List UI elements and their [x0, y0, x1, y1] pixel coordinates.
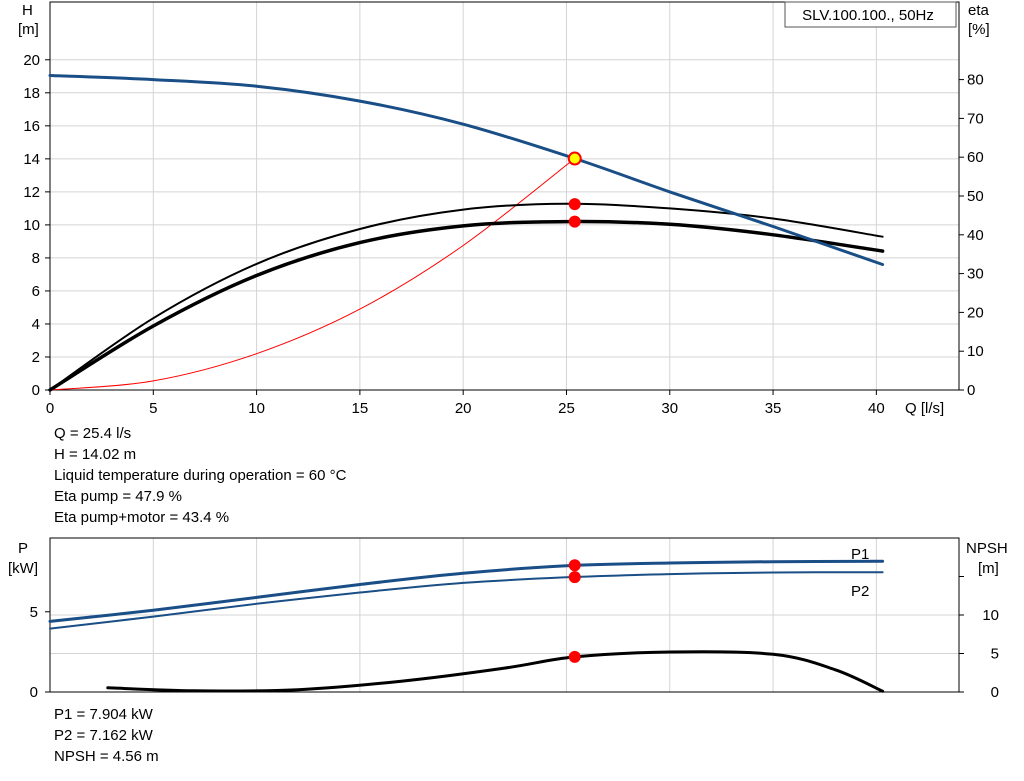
- head-efficiency-chart: 0 5 10 15 20 25 30 35 40 0 2 4 6 8 10 12 14 16 18 20 0 10 20 30…: [18, 1, 990, 417]
- info-line: P1 = 7.904 kW: [54, 706, 153, 723]
- y-tick-label-left: 16: [23, 118, 40, 135]
- y-axis-label-right: NPSH: [966, 540, 1008, 557]
- y-tick-label-right: 10: [967, 343, 984, 360]
- operating-point-2: [568, 215, 581, 228]
- x-tick-label: 30: [661, 400, 678, 417]
- title-box: [784, 1, 957, 28]
- series-label-p2: P2: [851, 583, 869, 600]
- y-tick-label-left: 5: [30, 604, 38, 621]
- y-tick-label-right: 0: [967, 382, 975, 399]
- y-axis-label-left: P: [18, 540, 28, 557]
- x-tick-label: 15: [352, 400, 369, 417]
- x-tick-label: 5: [149, 400, 157, 417]
- y-axis-unit-left: [m]: [18, 21, 39, 38]
- x-axis-label: Q [l/s]: [905, 400, 944, 417]
- y-axis-unit-right: [m]: [978, 560, 999, 577]
- series-line-1: [49, 571, 884, 630]
- y-tick-label-left: 14: [23, 151, 40, 168]
- series-label-p1: P1: [851, 546, 869, 563]
- y-tick-label-right: 70: [967, 110, 984, 127]
- series-line-3: [49, 158, 576, 391]
- info-line: Liquid temperature during operation = 60…: [54, 467, 347, 484]
- x-tick-label: 20: [455, 400, 472, 417]
- y-tick-label-left: 12: [23, 184, 40, 201]
- series-line-2: [106, 650, 885, 693]
- x-tick-label: 35: [765, 400, 782, 417]
- operating-point-0: [568, 559, 581, 572]
- operating-point-2: [568, 650, 581, 663]
- y-tick-label-left: 10: [23, 217, 40, 234]
- plot-frame: [49, 537, 960, 693]
- info-line: NPSH = 4.56 m: [54, 748, 159, 765]
- operating-point-0: [567, 151, 582, 166]
- y-axis-unit-right: [%]: [968, 21, 990, 38]
- info-line: Eta pump+motor = 43.4 %: [54, 509, 230, 526]
- y-tick-label-left: 8: [32, 250, 40, 267]
- plot-frame: [49, 1, 960, 391]
- info-line: Eta pump = 47.9 %: [54, 488, 182, 505]
- series-line-2: [48, 219, 885, 392]
- y-axis-label-left: H: [22, 2, 33, 19]
- y-axis-unit-left: [kW]: [8, 560, 38, 577]
- y-tick-label-left: 18: [23, 85, 40, 102]
- y-tick-label-right: 10: [982, 607, 999, 624]
- operating-point-1: [568, 571, 581, 584]
- x-tick-label: 40: [868, 400, 885, 417]
- y-tick-label-right: 5: [991, 646, 999, 663]
- info-line: H = 14.02 m: [54, 446, 137, 463]
- power-npsh-chart: 0 5 0 5 10 P [kW] NPSH [m] P1 P2: [8, 537, 1008, 701]
- y-tick-label-right: 40: [967, 227, 984, 244]
- y-tick-label-left: 0: [30, 684, 38, 701]
- operating-point-1: [568, 198, 581, 211]
- y-tick-label-right: 30: [967, 266, 984, 283]
- y-tick-label-right: 20: [967, 304, 984, 321]
- y-tick-label-left: 4: [32, 316, 40, 333]
- y-tick-label-left: 0: [32, 382, 40, 399]
- chart-title: SLV.100.100., 50Hz: [802, 7, 934, 24]
- x-tick-label: 10: [248, 400, 265, 417]
- info-line: Q = 25.4 l/s: [54, 425, 132, 442]
- y-tick-label-left: 6: [32, 283, 40, 300]
- bottom-info-block: P1 = 7.904 kW P2 = 7.162 kW NPSH = 4.56 m: [54, 704, 159, 767]
- y-tick-label-right: 60: [967, 149, 984, 166]
- grid: [49, 2, 959, 391]
- series-line-0: [48, 74, 885, 266]
- info-line: P2 = 7.162 kW: [54, 727, 153, 744]
- y-tick-label-right: 0: [991, 684, 999, 701]
- x-tick-label: 0: [46, 400, 54, 417]
- series-line-0: [48, 559, 885, 623]
- top-info-block: Q = 25.4 l/s H = 14.02 m Liquid temperatur…: [54, 423, 346, 528]
- y-tick-label-right: 50: [967, 188, 984, 205]
- x-tick-label: 25: [558, 400, 575, 417]
- y-tick-label-left: 2: [32, 349, 40, 366]
- y-axis-label-right: eta: [968, 2, 990, 19]
- y-tick-label-right: 80: [967, 72, 984, 89]
- y-tick-label-left: 20: [23, 52, 40, 69]
